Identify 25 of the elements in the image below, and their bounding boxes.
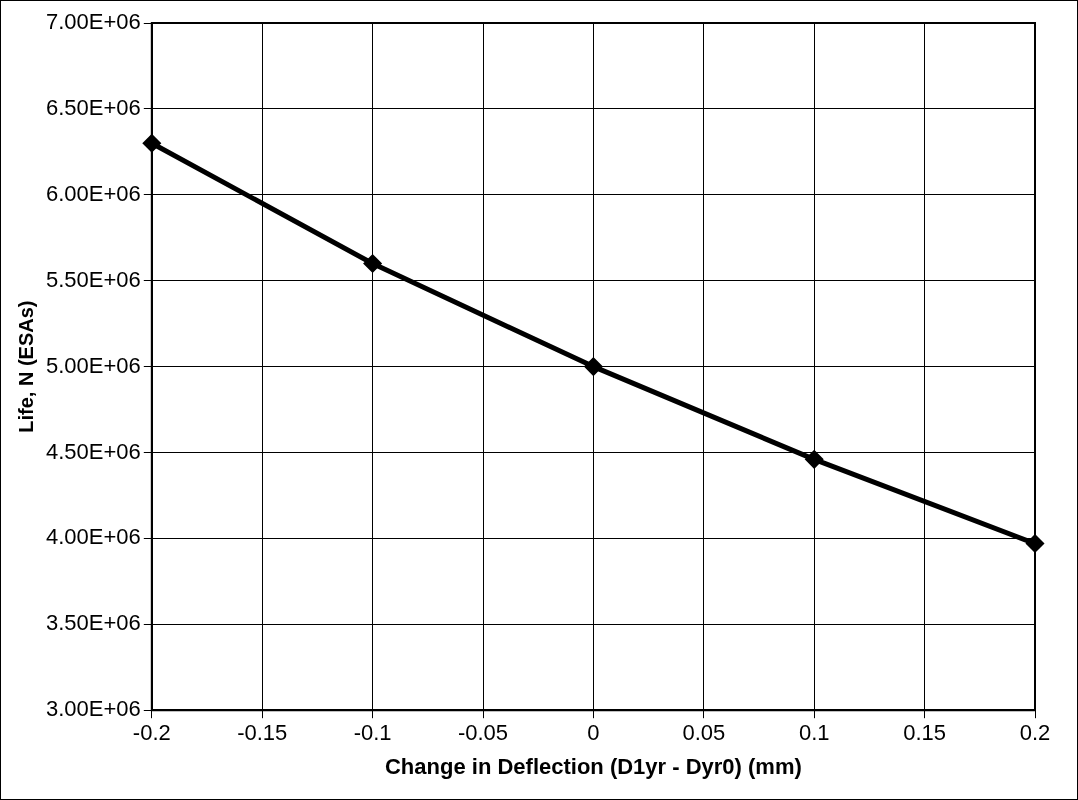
x-tick-label: 0	[587, 720, 600, 746]
y-tick-label: 5.50E+06	[46, 266, 141, 292]
x-axis-title: Change in Deflection (D1yr - Dyr0) (mm)	[384, 753, 802, 779]
point	[584, 358, 602, 376]
point	[143, 134, 161, 152]
point	[805, 450, 823, 468]
point	[364, 255, 382, 273]
x-tick-label: -0.15	[237, 720, 288, 746]
y-tick-label: 6.00E+06	[46, 180, 141, 206]
x-tick-label: -0.05	[457, 720, 509, 746]
y-tick-label: 5.00E+06	[46, 352, 141, 378]
y-tick-label: 4.50E+06	[46, 438, 141, 464]
y-axis-title: Life, N (ESAs)	[14, 300, 37, 433]
x-tick-label: 0.2	[1019, 720, 1051, 746]
y-tick-label: 4.00E+06	[46, 524, 141, 550]
y-tick-label: 3.50E+06	[46, 610, 141, 636]
x-tick-label: 0.05	[682, 720, 726, 746]
y-tick-label: 3.00E+06	[46, 696, 141, 722]
x-tick-label: 0.15	[903, 720, 947, 746]
x-tick-label: -0.2	[132, 720, 171, 746]
x-tick-label: 0.1	[798, 720, 830, 746]
point	[1026, 535, 1044, 553]
y-tick-label: 6.50E+06	[46, 94, 141, 120]
y-tick-label: 7.00E+06	[46, 9, 141, 35]
x-tick-label: -0.1	[353, 720, 392, 746]
